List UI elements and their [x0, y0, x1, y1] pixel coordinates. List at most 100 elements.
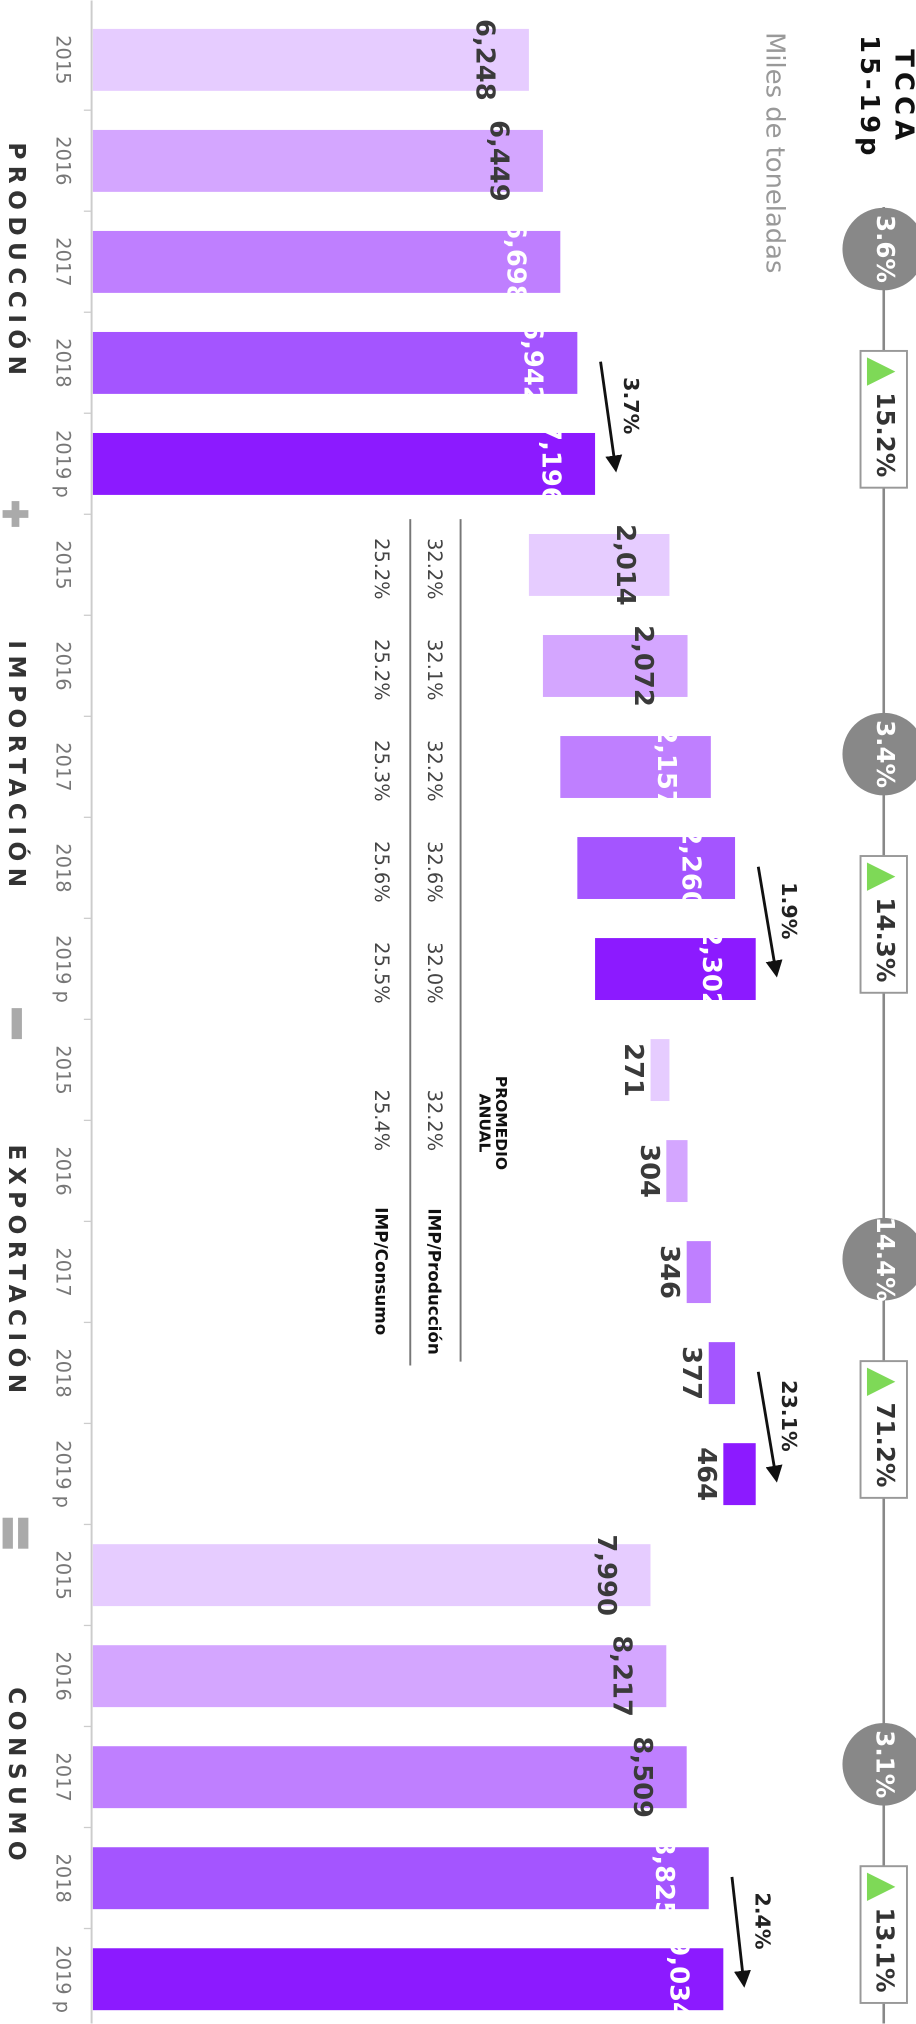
ratio-value: 25.5%	[370, 942, 393, 1003]
change-arrow	[756, 1371, 783, 1483]
bar	[686, 1241, 711, 1304]
value-label: 271	[618, 1043, 648, 1097]
cagr-label: 14.4%	[871, 1217, 900, 1302]
bar	[92, 331, 578, 394]
cagr-label: 3.4%	[871, 720, 900, 788]
bar	[560, 736, 711, 798]
change-label: 1.9%	[777, 882, 801, 940]
ratio-value: 32.6%	[423, 841, 446, 902]
x-tick-label: 2015	[51, 1551, 74, 1600]
ratio-value: 32.2%	[423, 538, 446, 599]
cagr-label: 3.1%	[871, 1730, 900, 1798]
bar	[92, 28, 529, 91]
change-arrow	[599, 361, 623, 473]
x-tick-label: 2018	[51, 1348, 74, 1397]
change-label: 2.4%	[751, 1892, 775, 1950]
x-tick-label: 2019 p	[51, 1945, 74, 2013]
group-label: PRODUCCIÓN	[3, 142, 31, 381]
value-label: 8,825	[649, 1837, 679, 1919]
plus-symbol	[11, 501, 20, 527]
value-label: 6,449	[483, 120, 513, 202]
bar	[92, 1948, 724, 2011]
value-label: 346	[654, 1245, 684, 1299]
ratio-value: 25.2%	[370, 639, 393, 700]
ratio-average: 25.4%	[370, 1090, 393, 1151]
bar	[577, 837, 736, 899]
bar	[650, 1039, 670, 1102]
bar	[723, 1443, 756, 1506]
ratio-value: 32.0%	[423, 942, 446, 1003]
up-triangle	[866, 357, 896, 386]
group-label: IMPORTACIÓN	[3, 640, 31, 893]
value-label: 2,260	[675, 827, 705, 909]
ratio-value: 25.3%	[370, 740, 393, 801]
x-tick-label: 2019 p	[51, 935, 74, 1003]
ratio-average: 32.2%	[423, 1090, 446, 1151]
group-label: EXPORTACIÓN	[3, 1145, 31, 1400]
ratio-value: 32.2%	[423, 740, 446, 801]
value-label: 2,014	[610, 524, 640, 606]
value-label: 2,072	[628, 625, 658, 707]
bar	[92, 432, 596, 495]
bar	[92, 1847, 709, 1910]
equals-symbol	[18, 1517, 29, 1549]
total-change-label: 71.2%	[871, 1402, 900, 1487]
bar	[708, 1342, 736, 1405]
cagr-circle	[842, 207, 916, 291]
bar	[92, 1645, 667, 1708]
ratio-value: 25.6%	[370, 841, 393, 902]
operators	[2, 501, 29, 1549]
x-tick-label: 2017	[51, 1753, 74, 1802]
ratio-name: IMP/Consumo	[372, 1207, 392, 1335]
bar	[542, 635, 688, 697]
ratio-value: 25.2%	[370, 538, 393, 599]
value-label: 6,698	[501, 221, 531, 303]
total-change-label: 15.2%	[871, 392, 900, 477]
bar	[92, 129, 543, 192]
x-tick-label: 2015	[51, 1045, 74, 1094]
chart-title: 15-19p	[854, 35, 884, 159]
up-triangle	[866, 1872, 896, 1902]
minus-symbol	[11, 1008, 22, 1040]
up-triangle	[866, 1367, 896, 1396]
cagr-circle	[842, 1217, 916, 1301]
change-arrow	[730, 1876, 751, 1988]
x-tick-label: 2015	[51, 35, 74, 84]
up-triangle	[866, 862, 896, 891]
group-label: CONSUMO	[3, 1687, 30, 1867]
value-label: 377	[676, 1346, 706, 1400]
x-tick-label: 2017	[51, 1247, 74, 1296]
x-tick-label: 2017	[51, 742, 74, 791]
chart-subtitle: Miles de toneladas	[760, 32, 790, 273]
ratio-value: 32.1%	[423, 639, 446, 700]
value-label: 464	[691, 1447, 721, 1501]
cagr-label: 3.6%	[871, 215, 900, 283]
total-change-label: 14.3%	[871, 897, 900, 982]
ratio-name: IMP/Producción	[424, 1208, 444, 1354]
total-change-label: 13.1%	[871, 1908, 900, 1993]
bar	[92, 230, 561, 293]
x-tick-label: 2018	[51, 1854, 74, 1903]
x-tick-label: 2019 p	[51, 1440, 74, 1508]
bar	[92, 1544, 651, 1607]
cagr-circle	[842, 1723, 916, 1806]
equals-symbol	[2, 1517, 13, 1549]
cagr-circle	[842, 712, 916, 796]
x-tick-label: 2015	[51, 540, 74, 589]
x-tick-label: 2016	[51, 641, 74, 690]
table-title: ANUAL	[475, 1094, 493, 1153]
value-label: 7,196	[535, 423, 565, 505]
bar	[595, 938, 756, 1001]
x-tick-label: 2016	[51, 136, 74, 185]
change-label: 3.7%	[619, 377, 643, 435]
x-tick-label: 2018	[51, 338, 74, 387]
value-label: 2,302	[696, 928, 726, 1010]
value-label: 9,034	[664, 1938, 694, 2020]
value-label: 8,509	[627, 1736, 657, 1818]
value-label: 6,942	[518, 322, 548, 404]
table-title: PROMEDIO	[492, 1076, 510, 1170]
x-tick-label: 2016	[51, 1146, 74, 1195]
change-arrow	[756, 866, 783, 978]
